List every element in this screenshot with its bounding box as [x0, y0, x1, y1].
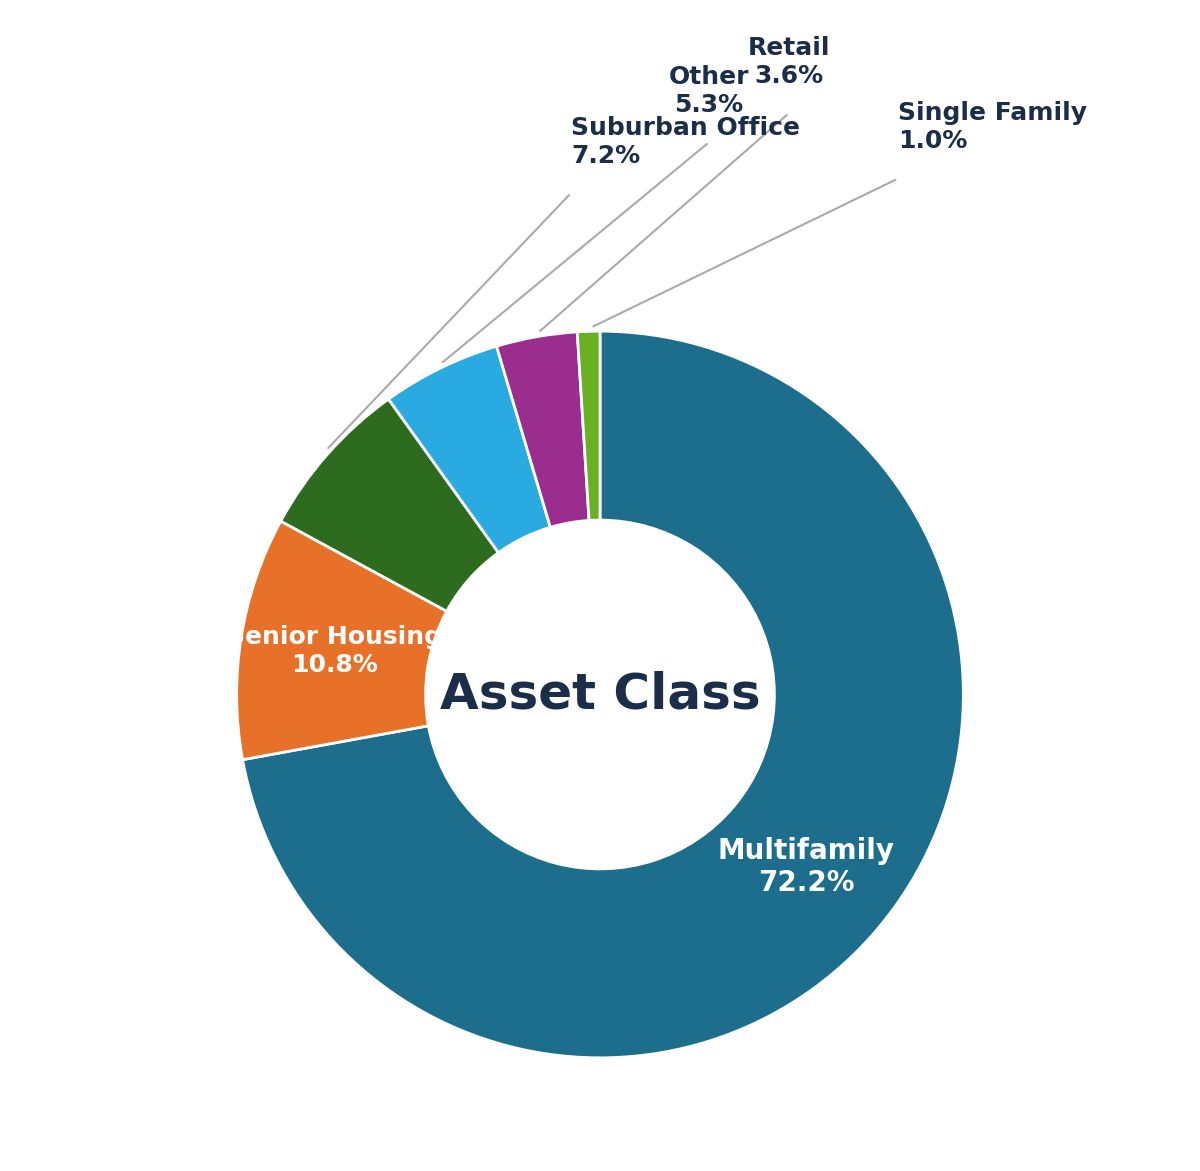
Wedge shape	[577, 331, 600, 520]
Text: Suburban Office
7.2%: Suburban Office 7.2%	[571, 116, 800, 167]
Text: Asset Class: Asset Class	[439, 671, 761, 719]
Wedge shape	[236, 521, 446, 760]
Text: Retail
3.6%: Retail 3.6%	[748, 36, 830, 88]
Circle shape	[426, 520, 774, 869]
Text: Senior Housing
10.8%: Senior Housing 10.8%	[227, 625, 443, 677]
Wedge shape	[242, 331, 964, 1057]
Wedge shape	[497, 331, 589, 527]
Wedge shape	[281, 399, 498, 611]
Text: Multifamily
72.2%: Multifamily 72.2%	[718, 837, 894, 897]
Wedge shape	[389, 347, 551, 553]
Text: Other
5.3%: Other 5.3%	[668, 66, 749, 117]
Text: Single Family
1.0%: Single Family 1.0%	[898, 102, 1087, 153]
